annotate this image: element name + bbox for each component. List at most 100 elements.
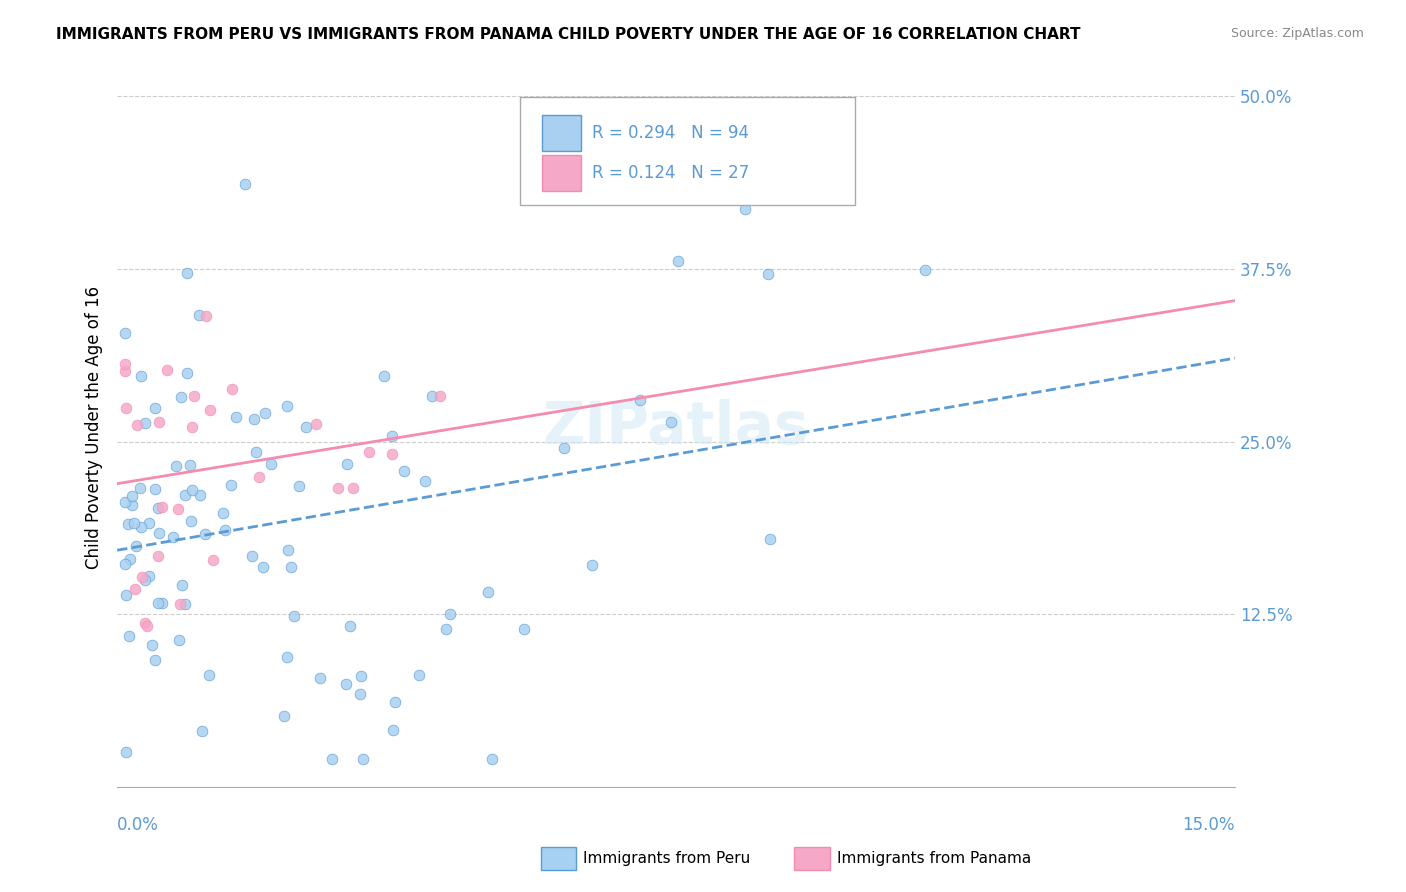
Point xyxy=(134,416,156,430)
Point xyxy=(381,447,404,461)
Point xyxy=(276,399,298,413)
Point xyxy=(173,597,195,611)
Point xyxy=(188,308,211,322)
Bar xyxy=(541,154,581,191)
Point xyxy=(734,202,756,217)
Point xyxy=(188,488,211,502)
Point xyxy=(198,668,221,682)
Point xyxy=(148,526,170,541)
Point xyxy=(288,479,311,493)
Point xyxy=(756,267,779,281)
Point xyxy=(277,543,299,558)
Point xyxy=(413,474,436,488)
Point xyxy=(156,362,179,376)
Point xyxy=(253,406,276,420)
Point xyxy=(628,393,651,408)
Point xyxy=(118,629,141,643)
Point xyxy=(125,417,148,432)
Text: 0.0%: 0.0% xyxy=(117,815,159,834)
Point xyxy=(214,523,236,537)
Point xyxy=(165,459,187,474)
Point xyxy=(176,266,198,280)
Point xyxy=(339,619,361,633)
Point xyxy=(121,489,143,503)
Point xyxy=(115,401,138,415)
Point xyxy=(280,559,302,574)
Point xyxy=(148,501,170,516)
Point xyxy=(260,458,283,472)
Point xyxy=(581,558,603,572)
Point xyxy=(245,445,267,459)
Point xyxy=(439,607,461,621)
Point xyxy=(141,638,163,652)
Point xyxy=(553,441,575,455)
Point xyxy=(240,549,263,563)
Point xyxy=(336,457,359,471)
Point xyxy=(125,540,148,554)
Point xyxy=(326,481,349,495)
Point xyxy=(513,622,536,636)
Y-axis label: Child Poverty Under the Age of 16: Child Poverty Under the Age of 16 xyxy=(86,286,103,569)
Point xyxy=(121,498,143,512)
Point xyxy=(162,530,184,544)
Text: 15.0%: 15.0% xyxy=(1182,815,1234,834)
Point xyxy=(129,368,152,383)
Point xyxy=(118,552,141,566)
Point xyxy=(308,671,330,685)
Point xyxy=(134,574,156,588)
Point xyxy=(335,677,357,691)
Point xyxy=(181,420,204,434)
Point xyxy=(392,464,415,478)
Point xyxy=(481,752,503,766)
Point xyxy=(211,507,233,521)
Point xyxy=(191,724,214,739)
Point xyxy=(129,481,152,495)
Point xyxy=(170,391,193,405)
Bar xyxy=(541,115,581,151)
Point xyxy=(167,632,190,647)
Text: ZIPatlas: ZIPatlas xyxy=(543,400,810,456)
Point xyxy=(131,520,153,534)
Point xyxy=(124,582,146,596)
Point xyxy=(176,366,198,380)
Text: IMMIGRANTS FROM PERU VS IMMIGRANTS FROM PANAMA CHILD POVERTY UNDER THE AGE OF 16: IMMIGRANTS FROM PERU VS IMMIGRANTS FROM … xyxy=(56,27,1081,42)
Point xyxy=(148,549,170,563)
Point xyxy=(477,584,499,599)
Point xyxy=(179,514,201,528)
Point xyxy=(252,559,274,574)
Point xyxy=(143,482,166,496)
Point xyxy=(114,557,136,571)
Point xyxy=(352,752,374,766)
Point xyxy=(342,481,364,495)
Point xyxy=(114,745,136,759)
Point xyxy=(350,669,373,683)
Point xyxy=(408,668,430,682)
Point xyxy=(179,458,201,472)
Point xyxy=(233,177,256,191)
Point xyxy=(143,653,166,667)
Text: Immigrants from Peru: Immigrants from Peru xyxy=(583,852,751,866)
Point xyxy=(349,687,371,701)
Point xyxy=(659,415,682,429)
FancyBboxPatch shape xyxy=(520,97,855,205)
Point xyxy=(381,429,404,443)
Point xyxy=(384,695,406,709)
Point xyxy=(420,389,443,403)
Point xyxy=(115,588,138,602)
Point xyxy=(134,615,156,630)
Point xyxy=(666,254,689,268)
Point xyxy=(359,445,381,459)
Point xyxy=(247,470,270,484)
Point xyxy=(273,708,295,723)
Point xyxy=(146,596,169,610)
Point xyxy=(429,389,451,403)
Point xyxy=(114,494,136,508)
Point xyxy=(914,262,936,277)
Point xyxy=(198,403,221,417)
Point xyxy=(225,409,247,424)
Point xyxy=(131,570,153,584)
Point xyxy=(114,326,136,341)
Text: Immigrants from Panama: Immigrants from Panama xyxy=(837,852,1031,866)
Point xyxy=(305,417,328,432)
Point xyxy=(202,553,225,567)
